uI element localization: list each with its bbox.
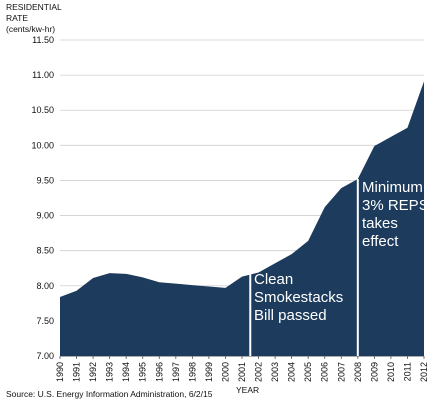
y-tick-label-7.50: 7.50 [36, 316, 54, 326]
x-axis-title: YEAR [236, 385, 260, 395]
x-tick-labels: 1990 1991 1992 1993 1994 1995 1996 1997 1998 1999… [55, 356, 429, 382]
annotation-clean-smokestacks: Clean Smokestacks Bill passed [254, 271, 344, 324]
y-axis-unit-label: (cents/kw-hr) [6, 24, 56, 34]
x-tick-label-1995: 1995 [138, 362, 148, 382]
x-tick-label-1992: 1992 [88, 362, 98, 382]
x-tick-label-2004: 2004 [287, 362, 297, 382]
x-tick-label-2011: 2011 [402, 362, 412, 381]
y-axis-title-line-1: RESIDENTIAL [6, 2, 62, 12]
y-tick-label-11.50: 11.50 [32, 35, 54, 45]
y-tick-labels: 7.00 7.50 8.00 8.50 9.00 9.50 10.00 10.50 11.00 1… [31, 35, 54, 361]
annotation-markers [249, 179, 359, 356]
y-axis-title-line-2: RATE [6, 13, 29, 23]
x-tick-label-1991: 1991 [72, 362, 82, 382]
y-tick-label-7.00: 7.00 [36, 351, 54, 361]
y-tick-label-11.00: 11.00 [32, 70, 54, 80]
x-tick-label-2005: 2005 [303, 362, 313, 382]
x-tick-label-1993: 1993 [105, 362, 115, 382]
x-tick-label-1999: 1999 [204, 362, 214, 382]
x-tick-label-2001: 2001 [237, 362, 247, 382]
x-tick-label-1994: 1994 [121, 362, 131, 382]
x-tick-label-1997: 1997 [171, 362, 181, 382]
annotation-minimum-reps: Minimum 3% REPS takes effect [362, 179, 429, 250]
y-tick-label-8.50: 8.50 [36, 246, 54, 256]
y-tick-label-9.50: 9.50 [36, 175, 54, 185]
x-tick-label-1996: 1996 [154, 362, 164, 382]
x-tick-label-2008: 2008 [353, 362, 363, 382]
x-tick-label-2009: 2009 [369, 362, 379, 382]
rate-area-series [60, 81, 424, 357]
y-tick-label-10.00: 10.00 [31, 140, 54, 150]
x-tick-label-1990: 1990 [55, 362, 65, 382]
x-tick-label-2003: 2003 [270, 362, 280, 382]
area-layer [60, 81, 424, 357]
x-tick-label-2010: 2010 [386, 362, 396, 382]
x-tick-label-2000: 2000 [220, 362, 230, 382]
y-tick-label-8.00: 8.00 [36, 281, 54, 291]
y-tick-label-9.00: 9.00 [36, 211, 54, 221]
x-tick-label-2002: 2002 [254, 362, 264, 382]
x-tick-label-1998: 1998 [187, 362, 197, 382]
y-tick-label-10.50: 10.50 [31, 105, 54, 115]
source-note: Source: U.S. Energy Information Administ… [6, 389, 213, 399]
x-tick-label-2006: 2006 [320, 362, 330, 382]
x-tick-label-2012: 2012 [419, 362, 429, 382]
x-tick-label-2007: 2007 [336, 362, 346, 382]
